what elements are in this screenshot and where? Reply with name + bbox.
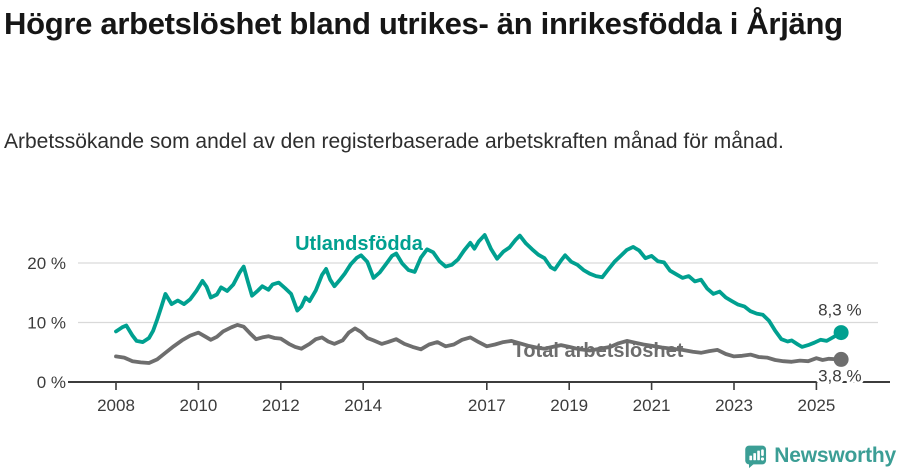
- y-tick-label: 20 %: [27, 254, 66, 273]
- y-tick-label: 0 %: [37, 373, 66, 392]
- total-end-dot: [833, 351, 849, 367]
- x-tick-label: 2019: [550, 396, 588, 415]
- x-tick-label: 2021: [633, 396, 671, 415]
- x-tick-label: 2014: [344, 396, 382, 415]
- newsworthy-logo: Newsworthy: [744, 441, 896, 471]
- total-line: [114, 322, 843, 365]
- y-axis-labels: 0 % 10 % 20 %: [27, 254, 66, 392]
- series-end-dots: [833, 325, 849, 367]
- newsworthy-wordmark: Newsworthy: [774, 444, 896, 467]
- page-title: Högre arbetslöshet bland utrikes- än inr…: [4, 6, 843, 41]
- x-tick-label: 2017: [468, 396, 506, 415]
- gridlines: [78, 262, 878, 324]
- end-value-label-utlandsfodda: 8,3 %: [818, 301, 861, 320]
- newsworthy-logo-icon: [745, 445, 767, 468]
- utlandsfodda-line: [114, 233, 843, 349]
- x-tick-label: 2023: [715, 396, 753, 415]
- y-tick-label: 10 %: [27, 314, 66, 333]
- x-tick-label: 2010: [179, 396, 217, 415]
- x-tick-label: 2008: [97, 396, 135, 415]
- x-axis-ticks: 2008 2010 2012 2014 2017 2019 2021 2023 2025: [97, 382, 835, 415]
- series-label-total: Total arbetslöshet: [513, 340, 684, 362]
- x-tick-label: 2012: [262, 396, 300, 415]
- end-value-label-total: 3,8 %: [818, 366, 861, 385]
- utlandsfodda-end-dot: [833, 325, 849, 341]
- series-lines: [114, 233, 843, 365]
- x-tick-label: 2025: [797, 396, 835, 415]
- chart-subtitle: Arbetssökande som andel av den registerb…: [4, 130, 784, 153]
- series-label-utlandsfodda: Utlandsfödda: [295, 233, 424, 255]
